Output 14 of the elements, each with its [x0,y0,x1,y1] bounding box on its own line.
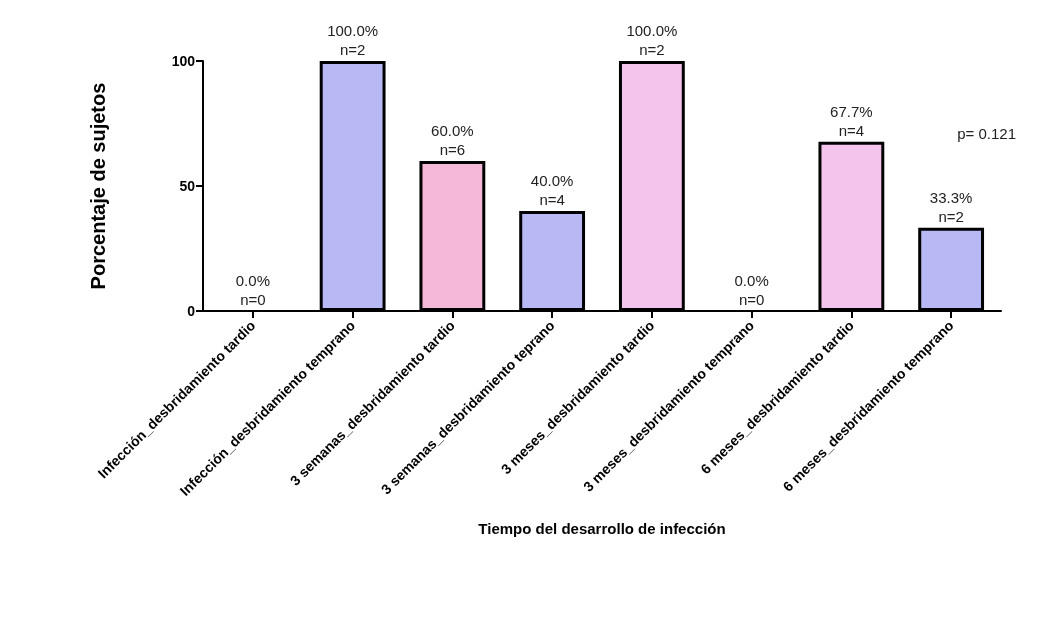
data-label: 67.7% n=4 [830,102,873,139]
x-axis-title: Tiempo del desarrollo de infección [478,520,726,537]
y-tick-label: 50 [179,178,196,194]
y-tick-label: 0 [187,303,196,319]
y-tick-label: 100 [171,53,196,69]
data-label: 100.0% n=2 [626,22,678,58]
data-label: 0.0% n=0 [734,272,769,308]
annotation: p= 0.121 [957,125,1017,142]
y-axis-title: Porcentaje de sujetos [87,82,109,290]
data-label: 40.0% n=4 [530,172,574,208]
data-label: 60.0% n=6 [431,122,474,158]
data-label: 33.3% n=2 [929,188,973,225]
data-label: 100.0% n=2 [327,22,379,58]
data-label: 0.0% n=0 [235,272,270,308]
